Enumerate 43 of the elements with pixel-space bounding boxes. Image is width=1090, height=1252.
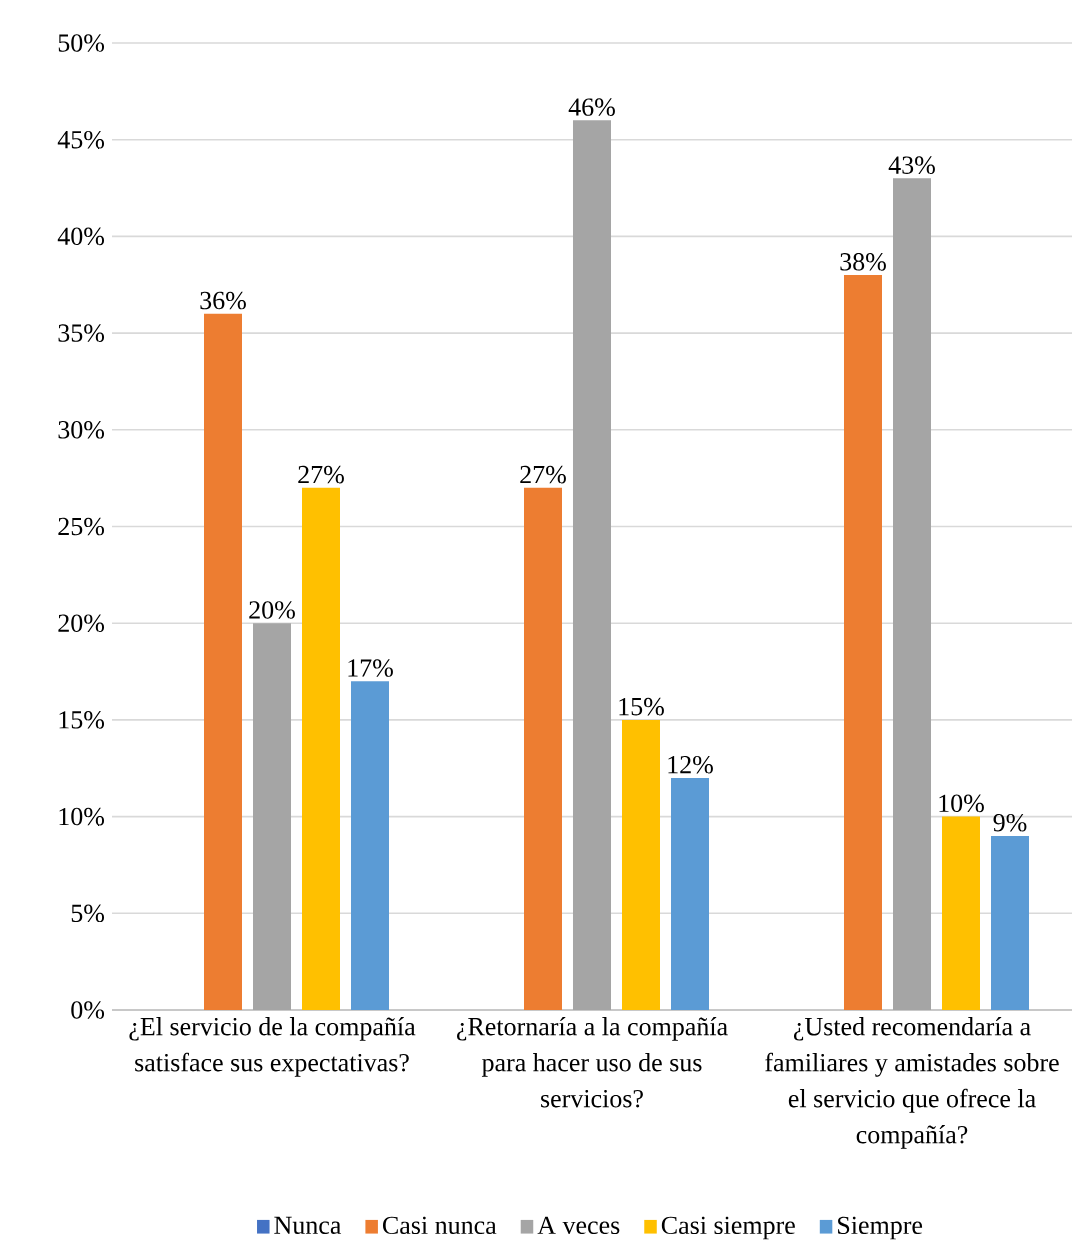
legend-label: Siempre — [838, 1216, 923, 1240]
bar — [573, 120, 611, 1010]
y-tick-label: 10% — [59, 807, 105, 826]
bar — [991, 835, 1029, 1010]
legend-label: A veces — [537, 1216, 620, 1235]
y-tick-label: 20% — [58, 614, 105, 633]
bar — [524, 487, 562, 1010]
y-tick-label: 35% — [58, 324, 105, 342]
x-tick-label: ¿Retornaría a la compañía para hacer uso de sus servicios? — [457, 1017, 728, 1108]
y-tick-label: 5% — [71, 904, 105, 923]
bar — [622, 719, 660, 1010]
y-tick-label: 50% — [58, 34, 105, 52]
data-label: 36% — [200, 291, 246, 310]
bar — [844, 275, 882, 1010]
legend-label: Nunca — [274, 1216, 342, 1235]
bar — [671, 777, 709, 1010]
x-tick-label: ¿El servicio de la compañía satisface sus expectativas? — [129, 1017, 416, 1077]
legend-label: Casi nunca — [382, 1216, 497, 1235]
data-label: 17% — [348, 659, 393, 677]
y-tick-label: 15% — [59, 711, 105, 729]
bar — [351, 681, 389, 1010]
y-tick-label: 0% — [71, 1001, 105, 1019]
data-label: 12% — [668, 755, 713, 774]
y-tick-label: 45% — [57, 130, 105, 149]
y-tick-label: 25% — [58, 517, 105, 536]
x-tick-label: ¿Usted recomendaría a familiares y amistades sobre el servicio que ofrece la compañía? — [765, 1017, 1059, 1149]
data-label: 15% — [619, 697, 664, 716]
data-label: 38% — [840, 253, 886, 271]
data-label: 46% — [568, 98, 615, 116]
data-label: 27% — [298, 465, 344, 484]
y-tick-label: 40% — [57, 227, 105, 246]
data-label: 9% — [993, 813, 1027, 832]
data-label: 10% — [939, 794, 984, 813]
bar — [893, 178, 931, 1010]
legend-label: Casi siempre — [661, 1216, 795, 1240]
bar — [253, 623, 291, 1010]
data-label: 43% — [888, 156, 935, 174]
bar — [204, 313, 242, 1010]
bar — [302, 487, 340, 1010]
bar — [942, 816, 980, 1010]
y-tick-label: 30% — [58, 420, 105, 439]
data-label: 20% — [249, 601, 295, 619]
data-label: 27% — [520, 465, 566, 484]
